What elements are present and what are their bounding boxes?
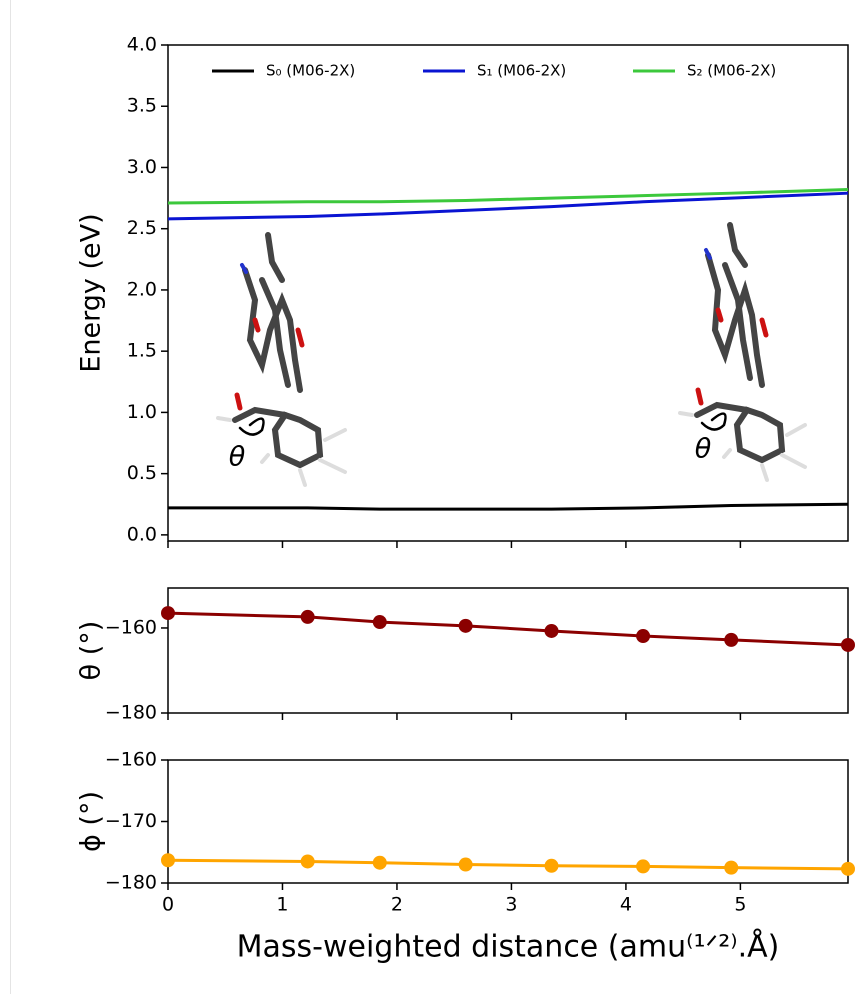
data-point — [724, 632, 739, 647]
y-tick-label: 1.5 — [127, 340, 157, 362]
y-axis-label: θ (°) — [76, 621, 107, 681]
data-point — [544, 623, 559, 638]
data-point — [300, 609, 315, 624]
x-tick-label: 2 — [391, 894, 403, 916]
series-line — [167, 611, 849, 647]
molecule-right — [678, 222, 807, 482]
x-tick-label: 4 — [620, 894, 632, 916]
annotation: θ — [695, 434, 712, 465]
plot-frame — [167, 44, 849, 542]
data-point — [161, 606, 175, 621]
data-point — [372, 855, 387, 870]
y-axis-label: ϕ (°) — [76, 791, 107, 852]
y-tick-label: 1.0 — [127, 401, 157, 423]
y-tick-label: 2.0 — [127, 278, 157, 300]
y-tick-label: −180 — [105, 702, 157, 724]
legend-label: S₂ (M06-2X) — [687, 62, 776, 80]
y-tick-label: −160 — [105, 616, 157, 638]
y-tick-label: −170 — [105, 810, 157, 832]
data-point — [724, 860, 739, 875]
legend-label: S₁ (M06-2X) — [477, 62, 566, 80]
x-tick-label: 1 — [276, 894, 288, 916]
x-axis-label: Mass-weighted distance (amu⁽¹ᐟ²⁾.Å) — [237, 929, 780, 965]
y-axis-label: Energy (eV) — [76, 213, 107, 372]
data-point — [636, 859, 651, 874]
plot-frame — [167, 587, 849, 714]
y-tick-label: 2.5 — [127, 217, 157, 239]
series-line — [168, 502, 849, 511]
y-tick-label: −180 — [105, 872, 157, 894]
data-point — [841, 861, 855, 876]
annotation: θ — [229, 442, 246, 473]
y-tick-label: 3.5 — [127, 95, 157, 117]
y-tick-label: 4.0 — [127, 34, 157, 56]
data-point — [300, 854, 315, 869]
y-tick-label: 0.5 — [127, 462, 157, 484]
data-point — [636, 629, 651, 644]
x-tick-label: 0 — [162, 894, 174, 916]
series-line — [167, 858, 849, 871]
y-tick-label: 3.0 — [127, 156, 157, 178]
data-point — [372, 615, 387, 630]
y-tick-label: −160 — [105, 749, 157, 771]
data-point — [161, 853, 175, 868]
molecule-left — [216, 232, 347, 487]
y-tick-label: 0.0 — [127, 523, 157, 545]
series-line — [167, 191, 849, 221]
legend-label: S₀ (M06-2X) — [266, 62, 355, 80]
data-point — [458, 618, 473, 633]
x-tick-label: 5 — [734, 894, 746, 916]
data-point — [458, 857, 473, 872]
data-point — [841, 637, 855, 652]
x-tick-label: 3 — [505, 894, 517, 916]
series-line — [167, 188, 849, 205]
data-point — [544, 858, 559, 873]
